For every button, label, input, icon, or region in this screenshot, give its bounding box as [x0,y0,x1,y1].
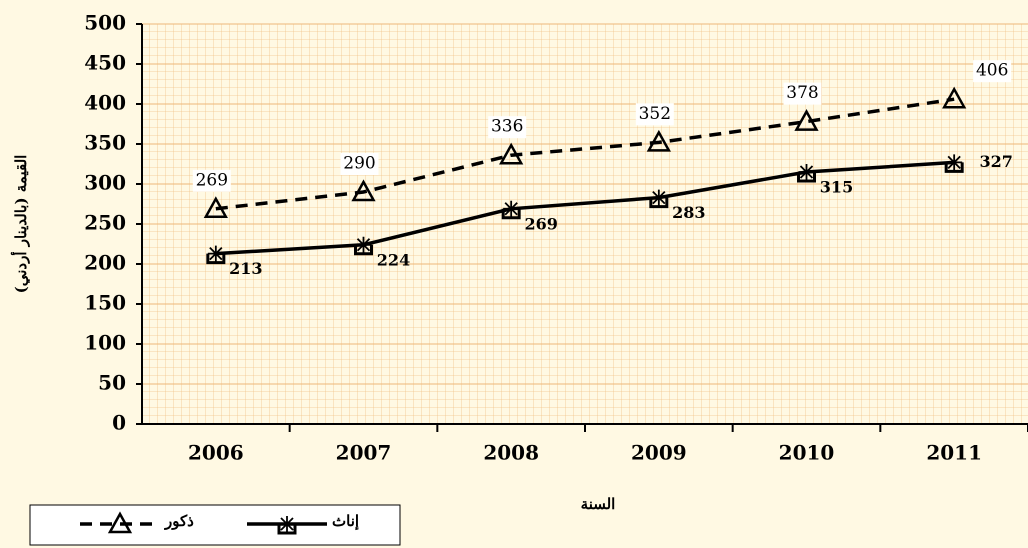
label-box [488,116,527,139]
y-tick-label: 350 [84,131,126,155]
marker-square [649,197,669,209]
marker [351,179,376,202]
marker-star [355,236,372,253]
data-label: 290 [343,154,375,174]
marker-star [650,189,667,206]
x-tick-label: 2006 [188,441,244,465]
marker [797,164,816,183]
x-tick-label: 2008 [483,441,539,465]
marker [499,142,524,165]
y-tick-label: 500 [84,11,126,35]
marker [501,200,521,220]
data-label: 315 [820,178,853,197]
marker-square [277,524,297,535]
x-tick-label: 2011 [926,441,982,465]
x-tick-label: 2010 [779,441,835,465]
marker [649,189,669,209]
y-tick-label: 400 [84,91,126,115]
y-tick-label: 0 [112,411,126,435]
marker [277,516,297,535]
marker-star [946,154,963,171]
marker [942,86,967,109]
data-label: 378 [786,83,818,103]
data-label: 224 [377,250,410,269]
y-axis-label: القيمة (بالدينار أردني) [10,155,31,294]
data-label: 269 [196,170,228,190]
marker-star [207,245,224,262]
marker [206,245,226,265]
y-tick-label: 250 [84,211,126,235]
x-tick-label: 2009 [631,441,687,465]
y-tick-label: 150 [84,291,126,315]
marker-square [206,253,226,265]
series-line [215,97,955,211]
marker-square [501,208,521,220]
data-label: 269 [524,214,557,233]
legend-label: إناث [332,512,359,530]
data-label: 327 [979,152,1012,171]
marker-square [797,172,816,183]
marker [203,196,228,219]
data-label: 352 [639,104,671,124]
label-box [340,153,379,175]
marker [794,109,819,131]
data-label: 406 [976,61,1008,81]
marker [107,511,133,534]
data-label: 336 [491,117,523,137]
y-tick-label: 300 [84,171,126,195]
marker-square [944,162,964,173]
data-label: 283 [672,203,705,222]
marker [944,154,964,173]
marker-star [279,516,295,532]
x-tick-label: 2007 [336,441,392,465]
legend-label: ذكور [164,512,194,530]
series-line [215,160,955,256]
marker [646,129,671,152]
marker-star [798,164,815,180]
data-label: 213 [229,259,262,278]
y-tick-label: 450 [84,51,126,75]
marker-square [354,244,373,256]
marker-star [503,200,520,217]
y-tick-label: 50 [98,371,126,395]
marker [354,236,373,256]
label-box [783,82,822,105]
label-box [973,60,1012,83]
y-tick-label: 100 [84,331,126,355]
x-axis-label: السنة [581,495,616,513]
label-box [192,169,231,192]
label-box [635,103,674,126]
y-tick-label: 200 [84,251,126,275]
